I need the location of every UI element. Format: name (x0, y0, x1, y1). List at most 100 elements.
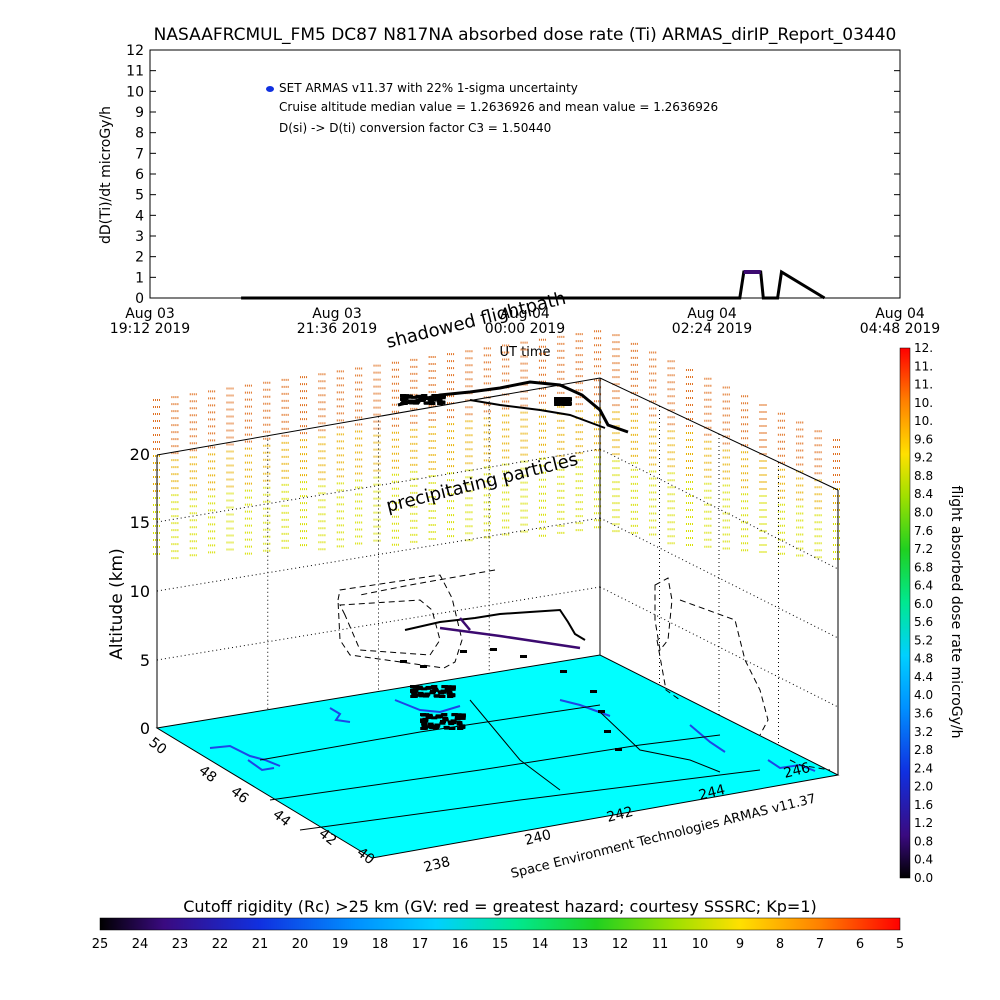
track-point (438, 694, 445, 698)
altitude-tick: 5 (140, 651, 150, 670)
y-tick-label: 2 (135, 250, 144, 266)
track-point (415, 687, 422, 691)
lon-tick: 240 (523, 827, 553, 849)
colorbar-vertical-tick: 9.2 (914, 451, 933, 465)
box-edges (156, 377, 839, 775)
track-point (402, 396, 409, 400)
colorbar-vertical-tick: 6.4 (914, 579, 933, 593)
track-point (419, 398, 426, 402)
altitude-tick: 15 (130, 513, 150, 532)
colorbar-vertical-tick: 11. (914, 359, 933, 373)
track-point (403, 394, 410, 398)
track-point (441, 685, 448, 689)
y-tick-label: 9 (135, 105, 144, 121)
timeseries-y-label: dD(Ti)/dt microGy/h (98, 106, 114, 244)
colorbar-horizontal-tick: 22 (212, 937, 229, 952)
colorbar-vertical-tick: 4.8 (914, 652, 933, 666)
track-point (447, 720, 454, 724)
colorbar-horizontal-tick: 11 (652, 937, 669, 952)
shadowed-flightpath (337, 569, 831, 771)
colorbar-vertical-tick: 10. (914, 396, 933, 410)
colorbar-horizontal-tick: 14 (532, 937, 549, 952)
colorbar-horizontal-tick: 21 (252, 937, 269, 952)
annotation-cruise: Cruise altitude median value = 1.2636926… (279, 100, 718, 114)
track-point (427, 686, 434, 690)
track-point (440, 720, 446, 723)
y-tick-label: 10 (126, 84, 144, 100)
flight-track (397, 380, 629, 650)
track-point (444, 726, 451, 730)
grid-line (599, 448, 839, 570)
dose-rate-colorbar: 0.0 0.4 0.8 1.2 1.6 2.0 2.4 2.8 3.2 3.6 4.0 4.4 4.8 5… (899, 341, 964, 885)
track-point (427, 722, 434, 726)
track-point (556, 402, 563, 406)
lon-tick: 238 (422, 854, 452, 876)
track-point (421, 722, 428, 726)
colorbar-horizontal-tick: 17 (412, 937, 429, 952)
track-point (456, 721, 463, 725)
dose-rate-timeseries: NASAAFRCMUL_FM5 DC87 N817NA absorbed dos… (98, 25, 940, 360)
lat-tick: 46 (228, 784, 252, 808)
colorbar-horizontal-tick: 20 (292, 937, 309, 952)
grid-line (599, 517, 839, 639)
altitude-tick: 0 (140, 719, 150, 738)
track-point (424, 401, 431, 405)
map-borders (259, 699, 761, 831)
x-tick-date: Aug 04 (875, 306, 925, 322)
altitude-label: Altitude (km) (107, 548, 127, 660)
colorbar-vertical-tick: 8.4 (914, 487, 933, 501)
colorbar-horizontal-tick: 15 (492, 937, 509, 952)
track-point (598, 710, 605, 713)
track-point (456, 722, 463, 726)
altitude-3d-plot: 0 5 10 15 20 Altitude (km) 50 48 46 44 4… (107, 288, 841, 882)
colorbar-vertical-tick: 10. (914, 414, 933, 428)
colorbar-horizontal-tick: 8 (776, 937, 784, 952)
track-point (411, 395, 418, 399)
track-point (442, 716, 449, 720)
colorbar-horizontal-tick: 18 (372, 937, 389, 952)
colorbar-horizontal-tick: 16 (452, 937, 469, 952)
x-tick-date: Aug 03 (312, 306, 362, 322)
colorbar-vertical-tick: 6.8 (914, 560, 933, 574)
track-point (490, 648, 497, 651)
track-point (429, 726, 436, 730)
y-tick-label: 1 (135, 270, 144, 286)
track-point (615, 748, 622, 751)
track-point (423, 713, 430, 717)
map-floor (155, 654, 840, 859)
track-point (428, 401, 435, 405)
colorbar-horizontal-tick: 24 (132, 937, 149, 952)
precipitating-particle-field (153, 330, 841, 560)
longitude-axis: 238 240 242 244 246 (422, 760, 812, 876)
legend-text: SET ARMAS v11.37 with 22% 1-sigma uncert… (279, 81, 578, 95)
timeseries-x-ticks: Aug 03 19:12 2019 Aug 03 21:36 2019 Aug … (110, 306, 940, 337)
track-point (590, 690, 597, 693)
altitude-tick: 10 (130, 582, 150, 601)
colorbar-vertical-tick: 1.2 (914, 816, 933, 830)
track-point (421, 723, 428, 727)
back-wall-grid (156, 397, 839, 745)
track-point (448, 726, 455, 730)
y-tick-label: 6 (135, 167, 144, 183)
track-point (422, 397, 429, 401)
x-tick-time: 19:12 2019 (110, 321, 190, 337)
colorbar-horizontal-tick: 10 (692, 937, 709, 952)
track-point (428, 724, 435, 728)
x-tick-time: 04:48 2019 (860, 321, 940, 337)
lon-tick: 246 (782, 760, 812, 782)
track-point (429, 691, 436, 695)
colorbar-vertical-tick: 0.0 (914, 871, 933, 885)
track-point (451, 713, 458, 717)
colorbar-horizontal-tick: 9 (736, 937, 744, 952)
grid-line (599, 586, 839, 708)
x-tick-date: Aug 03 (125, 306, 175, 322)
colorbar-vertical (899, 347, 911, 879)
track-point (409, 401, 416, 405)
track-point (422, 717, 429, 721)
track-point (414, 693, 421, 697)
track-point (430, 685, 437, 689)
lon-tick: 242 (605, 804, 635, 826)
track-point (432, 688, 439, 692)
colorbar-vertical-tick: 6.0 (914, 597, 933, 611)
